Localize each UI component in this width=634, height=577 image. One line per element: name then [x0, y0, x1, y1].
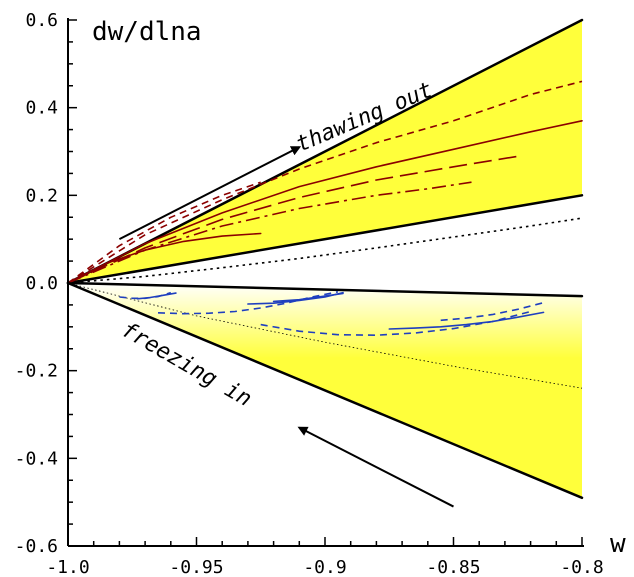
- series-line-1: [66, 194, 584, 285]
- series-line-3: [66, 281, 584, 500]
- y-tick-label: -0.6: [15, 536, 58, 557]
- y-tick-label: 0.6: [25, 10, 58, 31]
- x-tick-label: -0.9: [303, 557, 346, 577]
- series-line-16: [272, 292, 344, 303]
- series-line-14: [157, 291, 339, 315]
- series-line-2: [66, 281, 584, 298]
- series-line-0: [66, 18, 584, 285]
- series-line-11: [67, 232, 262, 284]
- series-line-13: [136, 292, 177, 300]
- series-line-10: [67, 181, 261, 284]
- axes: 0.6 0.4 0.2 0.0 -0.2 -0.4 -0.6-1.0 -0.95 -0.9 -0.…: [15, 10, 604, 577]
- series-line-8: [67, 155, 521, 284]
- annotation-arrow-1: [297, 426, 454, 508]
- shaded-regions: [68, 20, 582, 498]
- x-tick-label: -0.8: [560, 557, 603, 577]
- series-line-7: [67, 120, 583, 284]
- y-tick-label: 0.0: [25, 273, 58, 294]
- y-tick-label: -0.2: [15, 361, 58, 382]
- series-line-18: [388, 311, 545, 330]
- series-line-19: [440, 301, 544, 322]
- series-line-5: [67, 282, 583, 389]
- y-axis-title: dw/dlna: [92, 17, 202, 47]
- x-tick-label: -0.95: [169, 557, 223, 577]
- x-tick-label: -0.85: [426, 557, 480, 577]
- curves: [66, 18, 584, 500]
- x-axis-title: w: [610, 529, 626, 559]
- annotation-arrow-0: [118, 146, 302, 241]
- series-line-17: [260, 310, 531, 336]
- x-tick-label: -1.0: [46, 557, 89, 577]
- y-tick-label: 0.4: [25, 98, 58, 119]
- y-tick-label: 0.2: [25, 185, 58, 206]
- y-tick-label: -0.4: [15, 448, 58, 469]
